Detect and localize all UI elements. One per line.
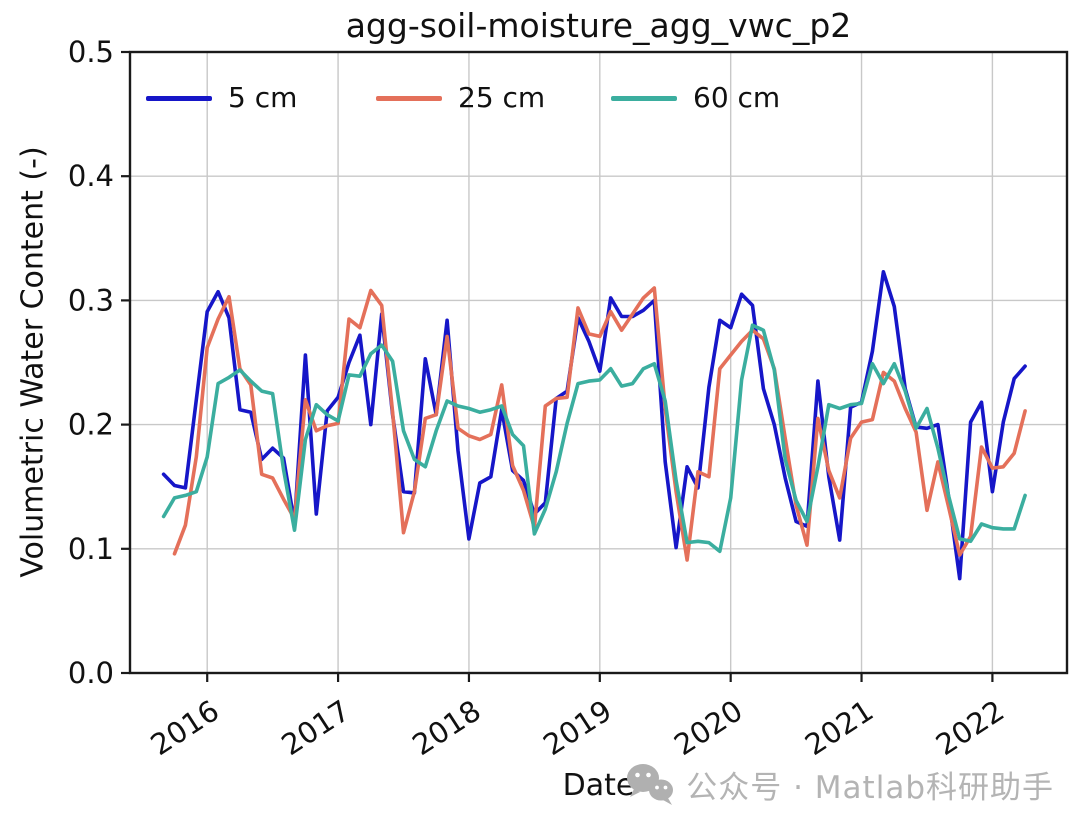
- wechat-icon: [627, 764, 674, 805]
- legend-entry-25cm: 25 cm: [376, 84, 545, 112]
- x-tick-label: 2020: [668, 693, 748, 762]
- x-axis-label: Date: [562, 768, 635, 803]
- y-axis-label: Volumetric Water Content (-): [15, 146, 51, 578]
- y-tick-label: 0.5: [68, 35, 114, 69]
- y-tick-label: 0.0: [68, 656, 114, 690]
- legend-line-swatch-60cm: [611, 95, 677, 101]
- legend-line-swatch-5cm: [146, 95, 212, 101]
- watermark: 公众号 · Matlab科研助手: [624, 757, 1054, 811]
- x-tick-label: 2018: [406, 693, 486, 762]
- legend-label-25cm: 25 cm: [458, 81, 546, 114]
- legend-label-5cm: 5 cm: [228, 81, 298, 114]
- x-tick-label: 2021: [799, 693, 879, 762]
- series-line-25-cm: [172, 286, 1027, 562]
- chart-title: agg-soil-moisture_agg_vwc_p2: [345, 6, 852, 45]
- x-tick-label: 2019: [537, 693, 617, 762]
- y-tick-label: 0.1: [68, 532, 114, 566]
- x-tick-label: 2017: [275, 693, 355, 762]
- y-tick-label: 0.2: [68, 408, 114, 442]
- x-tick-label: 2016: [145, 693, 225, 762]
- legend-entry-5cm: 5 cm: [146, 84, 297, 112]
- legend-entry-60cm: 60 cm: [611, 84, 780, 112]
- series-line-5-cm: [161, 269, 1027, 581]
- series-line-60-cm: [161, 323, 1027, 554]
- legend-line-swatch-25cm: [376, 95, 442, 101]
- watermark-text: 公众号 · Matlab科研助手: [686, 769, 1054, 806]
- plot-border: [128, 50, 1069, 675]
- y-tick-label: 0.3: [68, 283, 114, 317]
- legend-label-60cm: 60 cm: [693, 81, 781, 114]
- y-tick-label: 0.4: [68, 159, 114, 193]
- x-tick-label: 2022: [930, 693, 1010, 762]
